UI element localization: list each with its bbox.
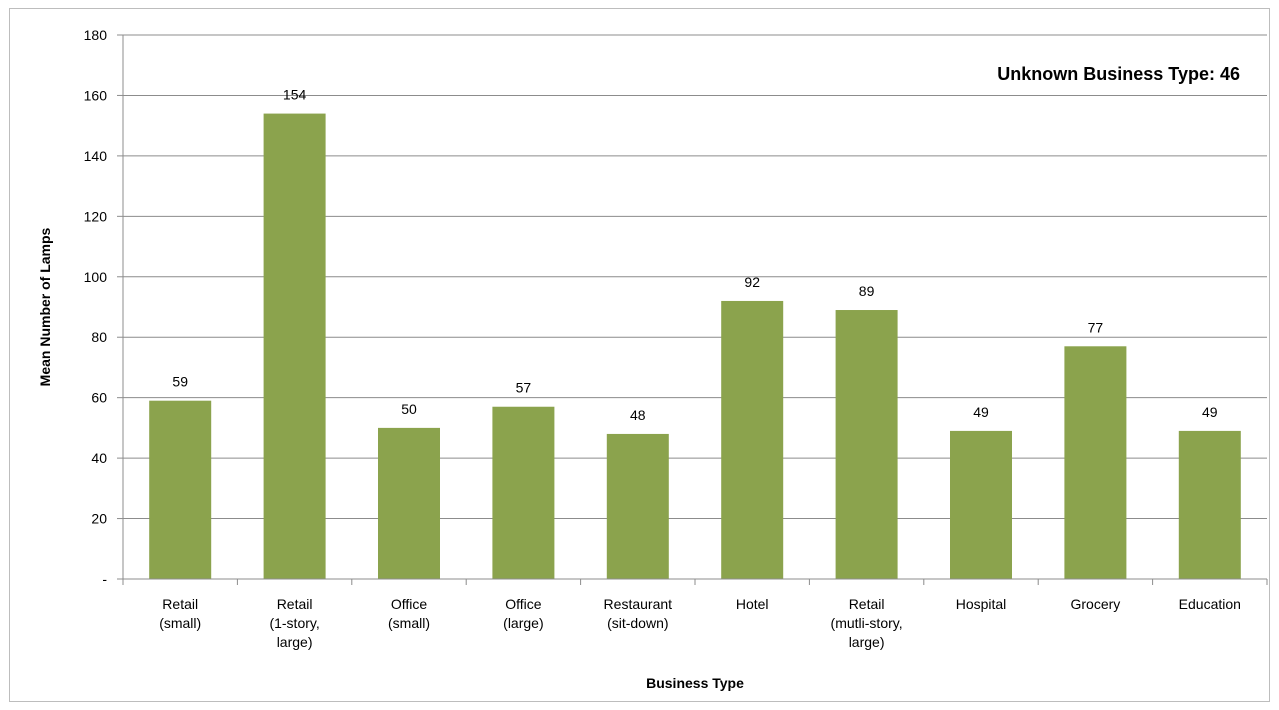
x-category-label: Education [1179,596,1241,612]
data-label: 92 [744,274,760,290]
data-label: 57 [516,380,532,396]
x-category-label-line: Education [1179,596,1241,612]
x-category-label-line: large) [849,634,885,650]
y-tick-label: - [102,571,107,587]
data-label: 154 [283,87,307,103]
y-tick-label: 140 [84,148,108,164]
x-category-label-line: (1-story, [269,615,319,631]
bar [721,300,784,579]
bar [378,427,440,579]
data-label: 49 [1202,404,1218,420]
x-category-label-line: Office [391,596,428,612]
y-tick-label: 80 [91,329,107,345]
y-tick-label: 160 [84,87,108,103]
x-category-label-line: Grocery [1071,596,1121,612]
y-tick-label: 60 [91,390,107,406]
y-tick-label: 20 [91,511,107,527]
bar [1178,430,1241,579]
bar [950,430,1012,579]
x-category-label: Hotel [736,596,769,612]
x-category-label-line: Restaurant [604,596,673,612]
x-axis-title: Business Type [646,675,744,691]
y-tick-label: 120 [84,208,108,224]
bar [606,433,669,579]
x-category-label-line: Retail [849,596,885,612]
x-category-label: Restaurant (sit-down) [604,596,673,631]
data-label: 50 [401,401,417,417]
x-category-label-line: (sit-down) [607,615,668,631]
x-category-label-line: Retail [277,596,313,612]
x-category-label-line: large) [277,634,313,650]
bar [149,400,212,579]
x-category-label-line: (small) [159,615,201,631]
x-category-label-line: Hotel [736,596,769,612]
x-category-label: Retail (small) [159,596,201,631]
data-label: 48 [630,407,646,423]
y-tick-label: 180 [84,27,108,43]
y-tick-label: 40 [91,450,107,466]
data-labels: 59 154 50 57 48 92 89 49 77 49 [172,87,1217,423]
data-label: 89 [859,283,875,299]
data-label: 77 [1088,319,1104,335]
unknown-business-type-annotation: Unknown Business Type: 46 [997,64,1240,84]
y-tick-label: 100 [84,269,108,285]
x-category-label: Grocery [1071,596,1121,612]
data-label: 49 [973,404,989,420]
bars [149,113,1241,580]
x-category-label: Retail (mutli-story, large) [831,596,903,650]
data-label: 59 [172,374,188,390]
x-category-label: Retail (1-story, large) [269,596,319,650]
x-category-labels: Retail (small) Retail (1-story, large) Office… [159,596,1241,650]
bar [263,113,326,580]
x-category-label-line: (small) [388,615,430,631]
x-category-label-line: (mutli-story, [831,615,903,631]
bar [835,310,898,579]
x-category-label-line: Office [505,596,542,612]
bar [1064,346,1127,579]
x-category-label: Office (small) [388,596,430,631]
x-category-label: Office (large) [503,596,543,631]
axes [122,35,1268,585]
x-category-label: Hospital [956,596,1007,612]
y-tick-labels: - 20 40 60 80 100 120 140 160 180 [84,27,108,587]
x-category-label-line: Hospital [956,596,1007,612]
x-category-label-line: (large) [503,615,543,631]
bar [492,406,555,579]
x-category-label-line: Retail [162,596,198,612]
chart-frame: -20 40 60 80 100 120 140 160 180 Retail (small) Re… [9,8,1270,702]
y-axis-title: Mean Number of Lamps [37,227,53,386]
